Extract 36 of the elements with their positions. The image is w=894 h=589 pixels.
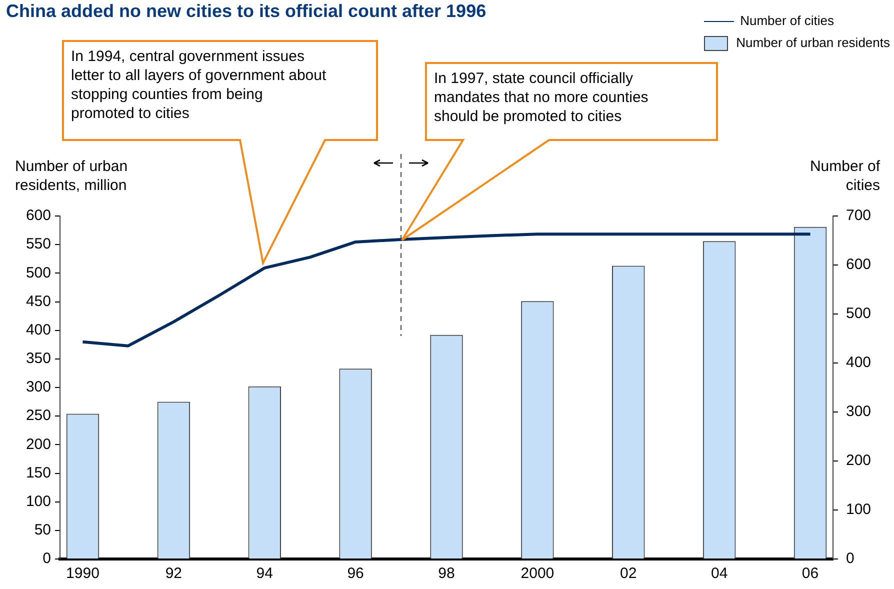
y-tick-label: 550 bbox=[26, 236, 51, 253]
y-tick-label: 500 bbox=[26, 264, 51, 282]
y2-tick-label: 700 bbox=[846, 207, 872, 224]
callout-box: In 1997, state council officially mandates that no more counties should be promoted to cities bbox=[402, 62, 718, 240]
y-tick-label: 100 bbox=[26, 492, 51, 510]
y-tick-label: 0 bbox=[42, 550, 51, 568]
chart-title: China added no new cities to its official count after 1996 bbox=[6, 1, 486, 21]
y-tick-label: 250 bbox=[26, 407, 51, 424]
x-tick-label: 96 bbox=[347, 565, 364, 582]
x-tick-label: 94 bbox=[256, 565, 273, 582]
x-tick-label: 04 bbox=[710, 565, 728, 582]
legend-label: Number of cities bbox=[740, 12, 834, 30]
y2-axis-title: Number of cities bbox=[808, 157, 880, 195]
y-tick-label: 350 bbox=[26, 350, 51, 368]
y-axis-title: Number of urban residents, million bbox=[15, 157, 129, 195]
y-tick-label: 200 bbox=[26, 436, 51, 453]
x-tick-label: 02 bbox=[620, 565, 637, 582]
y2-tick-label: 500 bbox=[846, 305, 872, 322]
x-tick-label: 98 bbox=[438, 565, 455, 582]
y-tick-label: 50 bbox=[34, 522, 51, 539]
y2-tick-label: 200 bbox=[846, 452, 872, 470]
legend-label: Number of urban residents bbox=[736, 34, 890, 52]
y-tick-label: 400 bbox=[26, 321, 51, 338]
y-tick-label: 450 bbox=[26, 292, 51, 310]
x-tick-label: 06 bbox=[802, 565, 819, 582]
y2-tick-label: 0 bbox=[846, 550, 854, 568]
y-tick-label: 150 bbox=[26, 464, 51, 482]
y-tick-label: 600 bbox=[26, 207, 51, 224]
x-tick-label: 2000 bbox=[520, 565, 554, 582]
y-tick-label: 300 bbox=[26, 378, 51, 396]
y2-tick-label: 300 bbox=[846, 403, 872, 420]
x-tick-label: 92 bbox=[165, 565, 182, 582]
y2-tick-label: 400 bbox=[846, 354, 872, 372]
y2-tick-label: 100 bbox=[846, 501, 872, 518]
y2-tick-label: 600 bbox=[846, 256, 872, 274]
x-tick-label: 1990 bbox=[66, 565, 100, 582]
